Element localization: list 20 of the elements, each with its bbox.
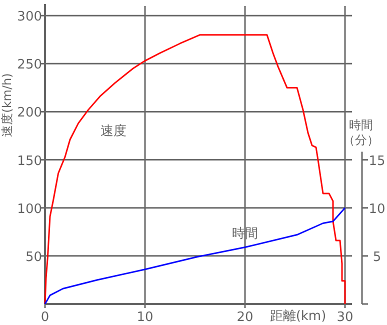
y2-tick-label: 5 — [372, 250, 382, 265]
x-tick-label: 20 — [236, 310, 254, 325]
y2-axis-title: 時間（分） — [343, 118, 379, 148]
y-tick-label: 250 — [17, 58, 42, 73]
y-tick-label: 300 — [17, 10, 42, 25]
y2-tick-label: 10 — [368, 202, 386, 217]
y-tick-label: 100 — [17, 202, 42, 217]
y-tick-label: 200 — [17, 106, 42, 121]
y2-tick-label: 15 — [368, 154, 386, 169]
y-tick-label: 150 — [17, 154, 42, 169]
x-tick-label: 10 — [136, 310, 154, 325]
x-tick-label: 30 — [336, 310, 354, 325]
y-tick-label: 50 — [25, 250, 42, 265]
line-series — [44, 207, 346, 305]
series-label: 速度 — [100, 122, 126, 139]
y-axis-title: 速度(km/h) — [0, 73, 14, 137]
line-series — [44, 34, 346, 305]
series-label: 時間 — [232, 226, 258, 242]
x-tick-label: 0 — [40, 310, 50, 325]
x-axis-title: 距離(km) — [270, 309, 326, 324]
